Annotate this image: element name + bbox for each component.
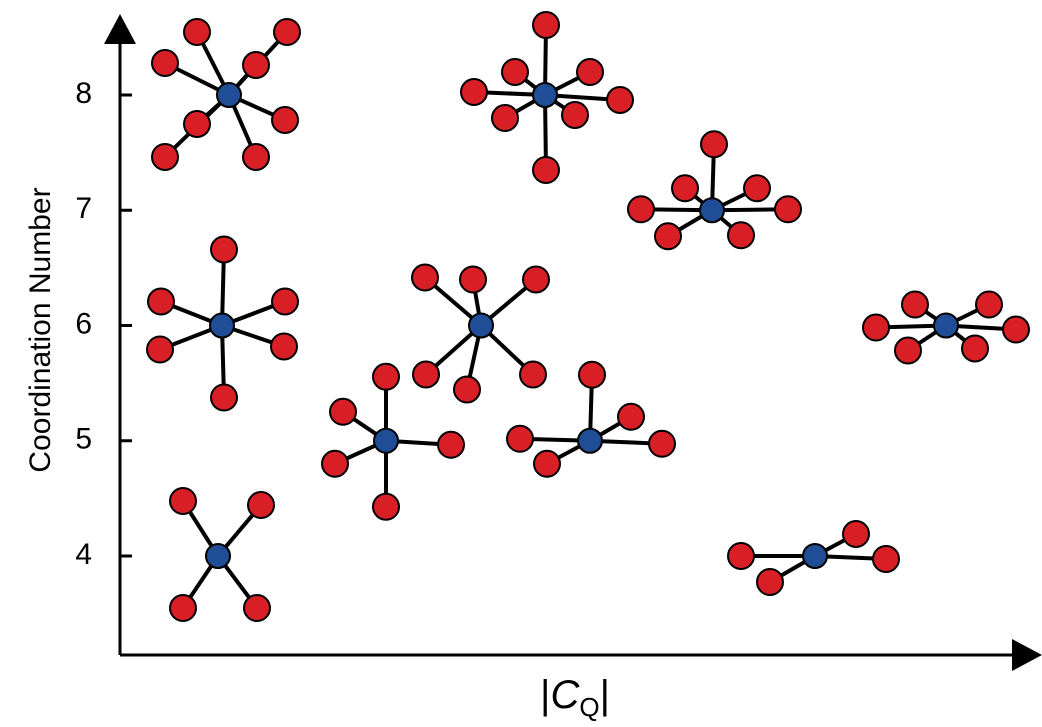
ligand	[523, 267, 549, 293]
center-atom	[934, 314, 958, 338]
ligand	[373, 494, 399, 520]
ligand	[562, 102, 588, 128]
ligand	[533, 157, 559, 183]
ligand	[520, 362, 546, 388]
ligand	[211, 385, 237, 411]
ligand	[274, 19, 300, 45]
center-atom	[700, 198, 724, 222]
y-tick-label: 8	[75, 77, 92, 110]
ligand	[461, 79, 487, 105]
ligand	[147, 337, 173, 363]
x-label-suffix: |	[600, 673, 610, 717]
center-atom	[578, 429, 602, 453]
y-tick-label: 5	[75, 423, 92, 456]
ligand	[272, 107, 298, 133]
ligand	[1003, 317, 1029, 343]
center-atom	[533, 83, 557, 107]
ligand	[502, 59, 528, 85]
ligand	[148, 289, 174, 315]
center-atom	[803, 544, 827, 568]
ligand	[170, 488, 196, 514]
structure	[412, 265, 549, 403]
y-tick-label: 6	[75, 307, 92, 340]
structure	[152, 19, 300, 170]
ligand	[412, 265, 438, 291]
x-arrow	[1012, 639, 1042, 671]
ligand	[976, 292, 1002, 318]
ligand	[373, 364, 399, 390]
ligand	[152, 144, 178, 170]
ligand	[244, 595, 270, 621]
ligand	[579, 362, 605, 388]
ligand	[962, 336, 988, 362]
structure	[728, 521, 899, 595]
ligand	[873, 546, 899, 572]
ligand	[775, 196, 801, 222]
center-atom	[210, 314, 234, 338]
center-atom	[206, 544, 230, 568]
structure	[322, 364, 464, 520]
ligand	[454, 377, 480, 403]
ligand	[757, 569, 783, 595]
ligand	[744, 175, 770, 201]
ligand	[577, 59, 603, 85]
ligand	[413, 362, 439, 388]
ligand	[271, 334, 297, 360]
ligand	[607, 87, 633, 113]
ligand	[533, 12, 559, 38]
ligand	[701, 131, 727, 157]
diagram: Coordination Number |CQ| 45678	[0, 0, 1042, 727]
ligand	[184, 111, 210, 137]
y-tick-label: 7	[75, 192, 92, 225]
structure	[170, 488, 274, 621]
structure	[863, 292, 1029, 364]
ligand	[438, 432, 464, 458]
x-axis-label: |CQ|	[540, 673, 610, 722]
ligand	[618, 404, 644, 430]
ligand	[248, 492, 274, 518]
y-arrow	[104, 14, 136, 44]
y-tick-label: 4	[75, 538, 92, 571]
x-label-prefix: |	[540, 673, 550, 717]
ligand	[460, 267, 486, 293]
structure	[147, 237, 298, 411]
ligand	[728, 222, 754, 248]
ligand	[863, 315, 889, 341]
ligand	[184, 19, 210, 45]
ligand	[672, 175, 698, 201]
ligand	[507, 426, 533, 452]
center-atom	[469, 314, 493, 338]
ligand	[628, 196, 654, 222]
center-atom	[374, 429, 398, 453]
ligand	[902, 292, 928, 318]
ligand	[728, 543, 754, 569]
ligand	[152, 50, 178, 76]
ligand	[492, 105, 518, 131]
page: Coordination Number |CQ| 45678 (() => { …	[0, 0, 1042, 727]
ligand	[330, 399, 356, 425]
ligand	[322, 451, 348, 477]
ligand	[843, 521, 869, 547]
y-axis-label: Coordination Number	[24, 187, 57, 472]
structure	[628, 131, 801, 249]
ligand	[534, 451, 560, 477]
ligand	[170, 595, 196, 621]
center-atom	[217, 83, 241, 107]
ligand	[243, 144, 269, 170]
ligand	[243, 52, 269, 78]
ligand	[655, 223, 681, 249]
ligand	[895, 338, 921, 364]
ligand	[649, 431, 675, 457]
x-label-symbol: C	[550, 673, 580, 717]
x-label-subscript: Q	[579, 692, 599, 722]
ligand	[272, 289, 298, 315]
ligand	[211, 237, 237, 263]
structure	[461, 12, 633, 183]
